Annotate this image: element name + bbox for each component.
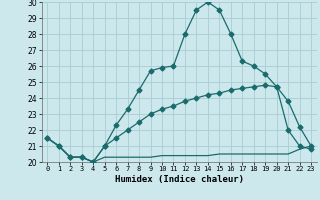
X-axis label: Humidex (Indice chaleur): Humidex (Indice chaleur) bbox=[115, 175, 244, 184]
